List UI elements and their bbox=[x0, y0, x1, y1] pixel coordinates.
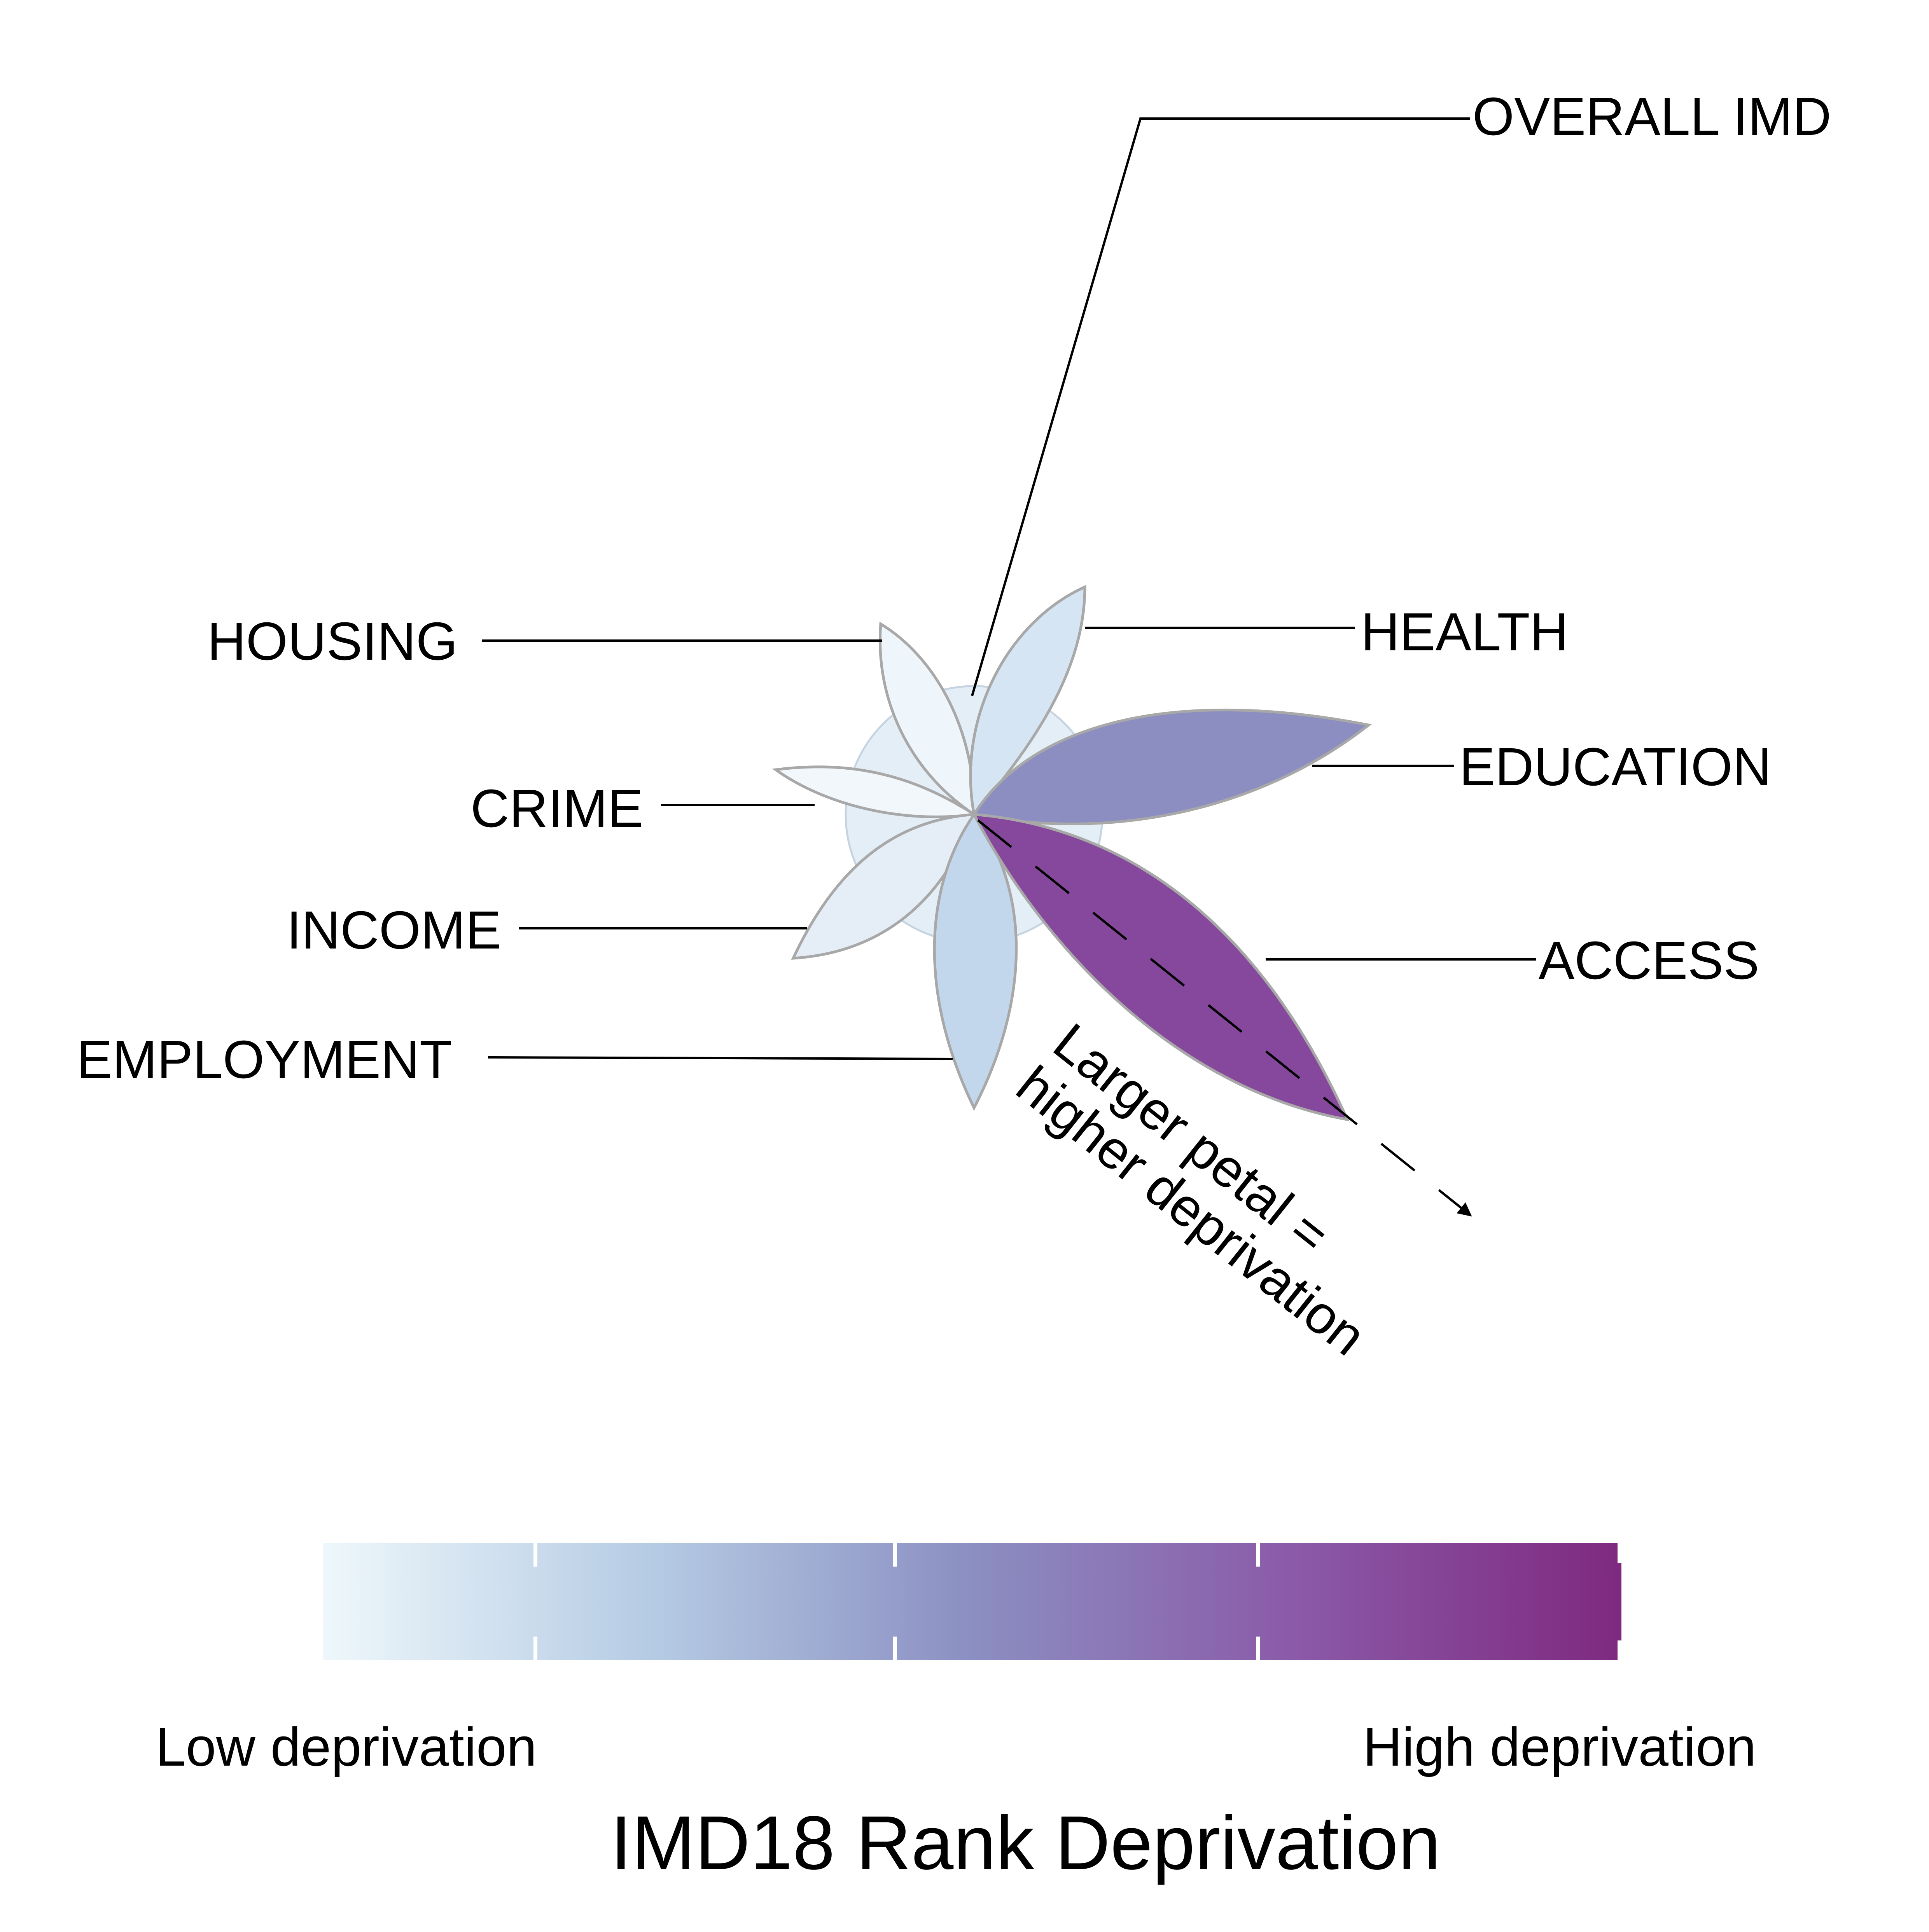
petal-education bbox=[972, 708, 1372, 825]
legend-gradient bbox=[323, 1543, 1618, 1660]
legend-title: IMD18 Rank Deprivation bbox=[610, 1800, 1441, 1885]
leader-lines bbox=[482, 117, 1536, 1060]
label-employment: EMPLOYMENT bbox=[77, 1030, 452, 1090]
legend-high-label: High deprivation bbox=[1363, 1716, 1756, 1777]
petal-employment bbox=[933, 812, 1018, 1111]
petal-income bbox=[791, 813, 976, 960]
label-overall-imd: OVERALL IMD bbox=[1473, 87, 1831, 147]
legend-end-cap bbox=[1614, 1563, 1621, 1640]
leader-overall bbox=[971, 117, 1470, 696]
legend-low-label: Low deprivation bbox=[156, 1716, 537, 1777]
label-crime: CRIME bbox=[470, 779, 644, 838]
petal-crime bbox=[772, 765, 978, 818]
label-housing: HOUSING bbox=[207, 611, 458, 671]
legend-bar bbox=[323, 1543, 1621, 1660]
label-health: HEALTH bbox=[1361, 602, 1569, 662]
dashed-arrow bbox=[977, 819, 1472, 1217]
petal-health bbox=[969, 585, 1086, 818]
label-education: EDUCATION bbox=[1459, 737, 1771, 797]
leader-employment bbox=[488, 1056, 953, 1060]
label-access: ACCESS bbox=[1539, 931, 1759, 990]
label-income: INCOME bbox=[287, 900, 501, 960]
petal-housing bbox=[878, 622, 976, 817]
